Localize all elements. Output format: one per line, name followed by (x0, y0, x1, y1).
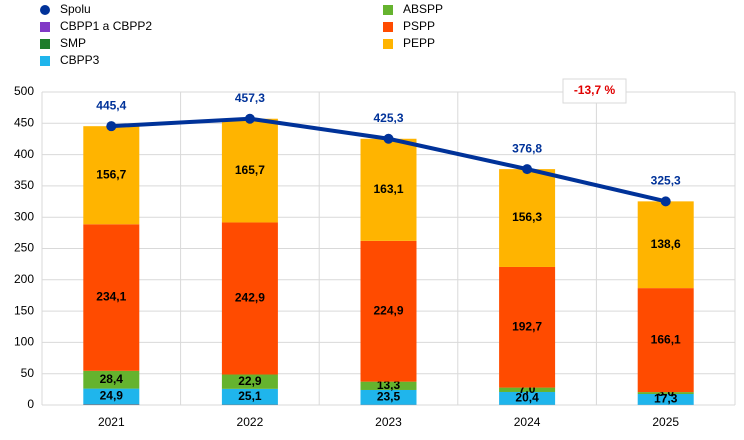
annotation: -13,7 % (574, 83, 616, 97)
bar-segment (637, 393, 694, 405)
annotation-box (562, 78, 627, 104)
total-value-label: 325,3 (651, 174, 681, 188)
bar-value-label: 163,1 (373, 182, 403, 196)
bar-segment (499, 266, 556, 388)
bar-segment (83, 388, 140, 405)
total-value-label: 445,4 (96, 98, 126, 112)
bar-segment (360, 240, 417, 382)
bar-value-label: 20,4 (515, 391, 539, 405)
x-tick-label: 2021 (98, 415, 125, 429)
bar-segment (360, 381, 417, 390)
bar-segment (637, 288, 694, 393)
y-tick-label: 500 (14, 84, 34, 98)
y-tick-label: 350 (14, 178, 34, 192)
bar-segment (221, 388, 278, 405)
bar-value-label: 25,1 (238, 389, 262, 403)
total-value-label: 425,3 (373, 111, 403, 125)
bar-segment (499, 387, 556, 392)
legend-marker (40, 56, 50, 66)
bar-value-label: 17,3 (654, 392, 678, 406)
total-marker (106, 121, 117, 132)
x-tick-label: 2023 (375, 415, 402, 429)
bar-value-label: 224,9 (373, 303, 403, 317)
bar-segment (499, 391, 556, 405)
total-value-label: 457,3 (235, 91, 265, 105)
y-tick-label: 450 (14, 115, 34, 129)
legend-label: PEPP (403, 36, 435, 50)
x-tick-label: 2022 (237, 415, 264, 429)
legend-marker (383, 22, 393, 32)
bar-value-label: 24,9 (100, 389, 124, 403)
y-tick-label: 100 (14, 335, 34, 349)
bar-value-label: 156,7 (96, 167, 126, 181)
x-tick-label: 2024 (514, 415, 541, 429)
bar-value-label: 192,7 (512, 319, 542, 333)
total-marker (660, 196, 671, 207)
bar-segment (637, 201, 694, 289)
legend-label: SMP (60, 36, 86, 50)
y-tick-label: 150 (14, 303, 34, 317)
bar-segment (83, 126, 140, 225)
legend-label: PSPP (403, 19, 435, 33)
legend-marker (383, 39, 393, 49)
y-tick-label: 0 (27, 397, 34, 411)
bar-value-label: 234,1 (96, 290, 126, 304)
legend-label: CBPP1 a CBPP2 (60, 19, 152, 33)
total-value-label: 376,8 (512, 141, 542, 155)
bar-segment (221, 222, 278, 375)
bar-segment (83, 224, 140, 371)
bar-value-label: 28,4 (100, 372, 124, 386)
x-tick-label: 2025 (652, 415, 679, 429)
y-tick-label: 50 (21, 366, 35, 380)
legend-label: CBPP3 (60, 53, 100, 67)
bar-segment (360, 138, 417, 241)
bar-value-label: 242,9 (235, 291, 265, 305)
bar-segment (221, 118, 278, 223)
total-marker (522, 164, 533, 175)
bar-value-label: 23,5 (377, 390, 401, 404)
legend-marker (40, 22, 50, 32)
legend-label: Spolu (60, 2, 91, 16)
bar-segment (499, 169, 556, 267)
legend-marker (383, 5, 393, 15)
legend-marker (40, 5, 50, 15)
y-tick-label: 300 (14, 209, 34, 223)
bar-value-label: 166,1 (651, 332, 681, 346)
bar-segment (360, 389, 417, 405)
total-marker (244, 113, 255, 124)
total-marker (383, 133, 394, 144)
legend-marker (40, 39, 50, 49)
y-tick-label: 250 (14, 241, 34, 255)
bar-segment (637, 392, 694, 394)
legend-label: ABSPP (403, 2, 443, 16)
bar-segment (221, 374, 278, 389)
y-tick-label: 400 (14, 147, 34, 161)
bar-value-label: 156,3 (512, 210, 542, 224)
bar-value-label: 138,6 (651, 237, 681, 251)
y-tick-label: 200 (14, 272, 34, 286)
bar-value-label: 165,7 (235, 163, 265, 177)
bar-segment (83, 370, 140, 389)
bar-value-label: 22,9 (238, 374, 262, 388)
